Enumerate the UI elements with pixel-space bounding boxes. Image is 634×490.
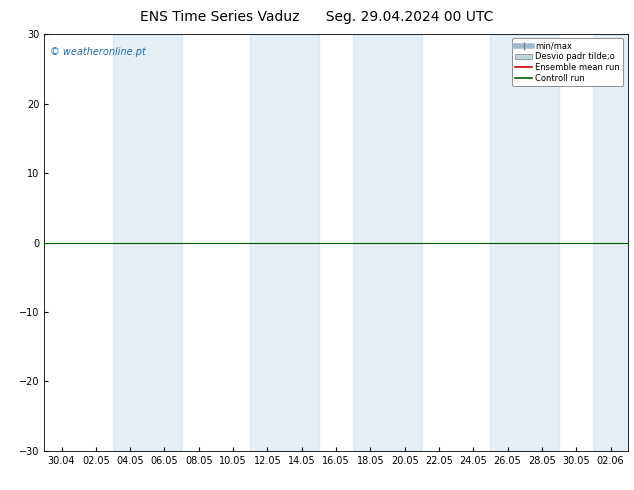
Text: © weatheronline.pt: © weatheronline.pt — [50, 47, 146, 57]
Bar — [250, 34, 319, 451]
Bar — [353, 34, 422, 451]
Bar — [593, 34, 634, 451]
Bar — [491, 34, 559, 451]
Legend: min/max, Desvio padr tilde;o, Ensemble mean run, Controll run: min/max, Desvio padr tilde;o, Ensemble m… — [512, 39, 623, 86]
Text: ENS Time Series Vaduz      Seg. 29.04.2024 00 UTC: ENS Time Series Vaduz Seg. 29.04.2024 00… — [140, 10, 494, 24]
Bar — [113, 34, 181, 451]
